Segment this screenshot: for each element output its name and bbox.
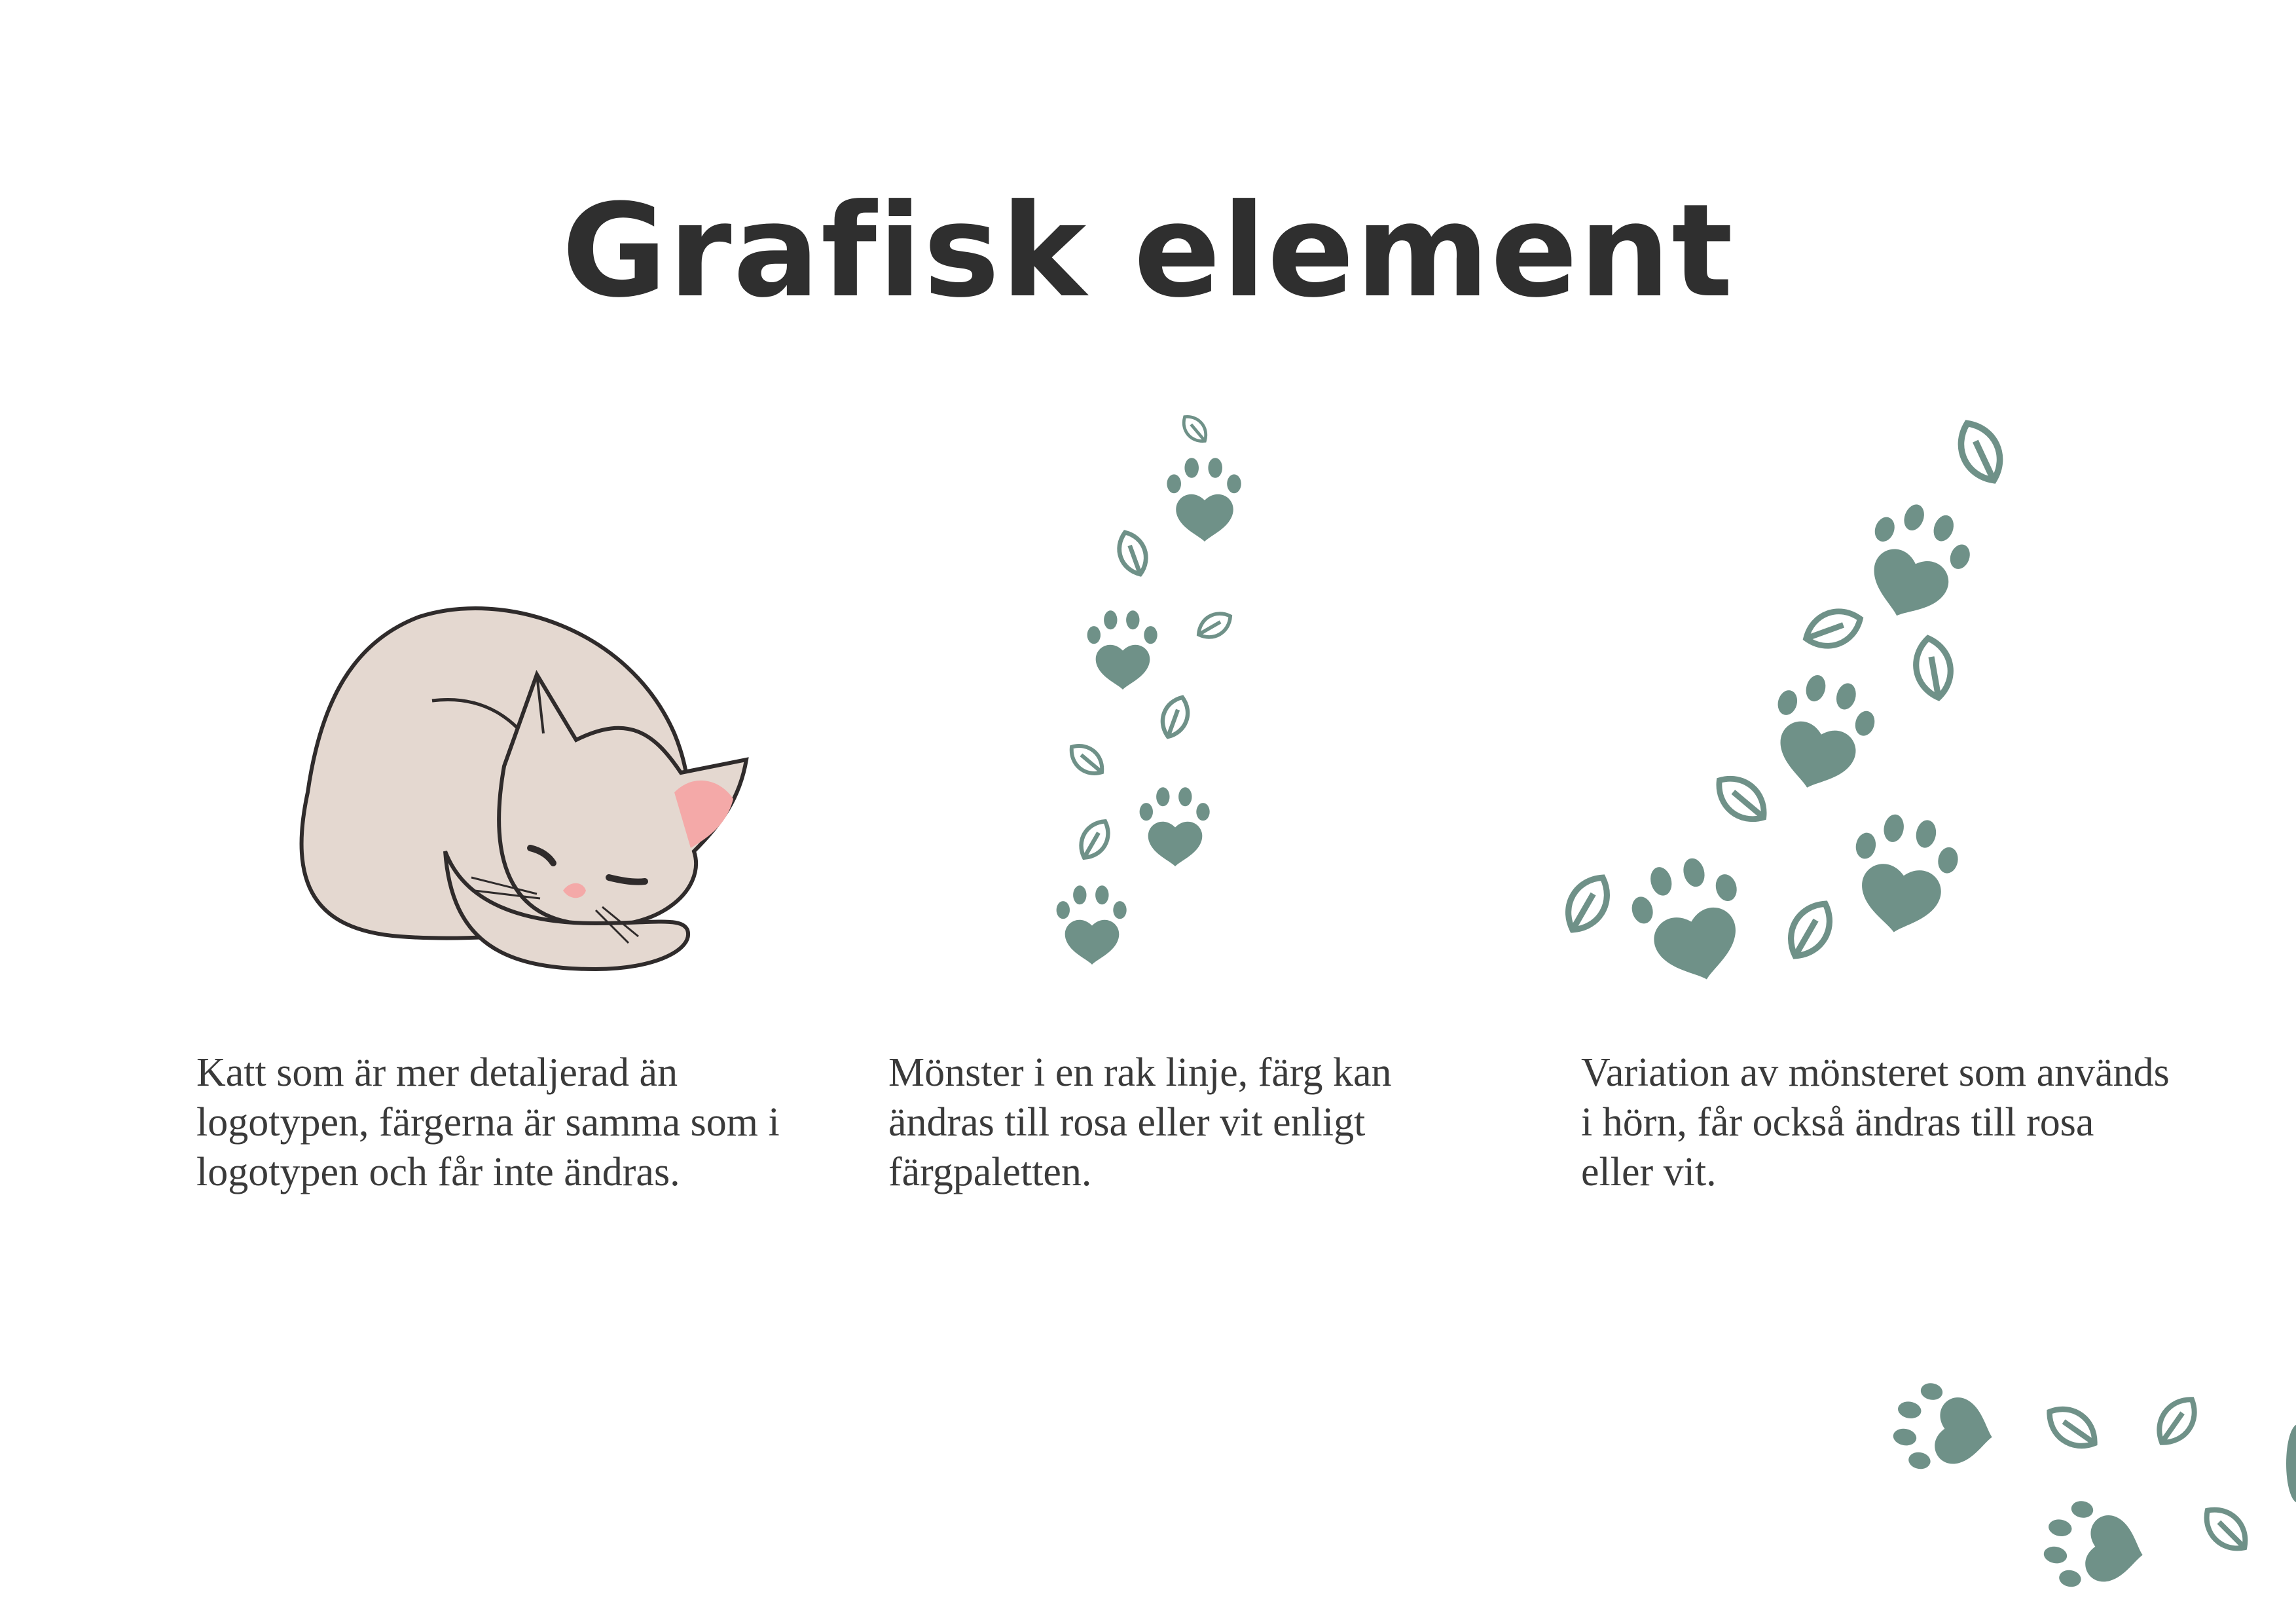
paw-leaf-line-pattern [1056,393,1241,965]
paw-leaf-corner-decoration-icon [1888,1378,2296,1598]
cat-illustration [288,602,773,982]
corner-pattern-illustration [1552,393,2023,982]
page-title: Grafisk element [562,177,1734,326]
corner-pattern-description: Variation av mönsteret som används i hör… [1581,1050,2170,1194]
corner-decoration [1866,1349,2296,1624]
sleeping-cat-icon [299,606,749,972]
line-pattern-description: Mönster i en rak linje, färg kan ändras … [888,1050,1392,1194]
line-pattern-illustration [1034,393,1283,982]
paw-leaf-corner-pattern [1552,393,2023,982]
cat-description: Katt som är mer detaljerad än logotypen,… [196,1050,780,1194]
